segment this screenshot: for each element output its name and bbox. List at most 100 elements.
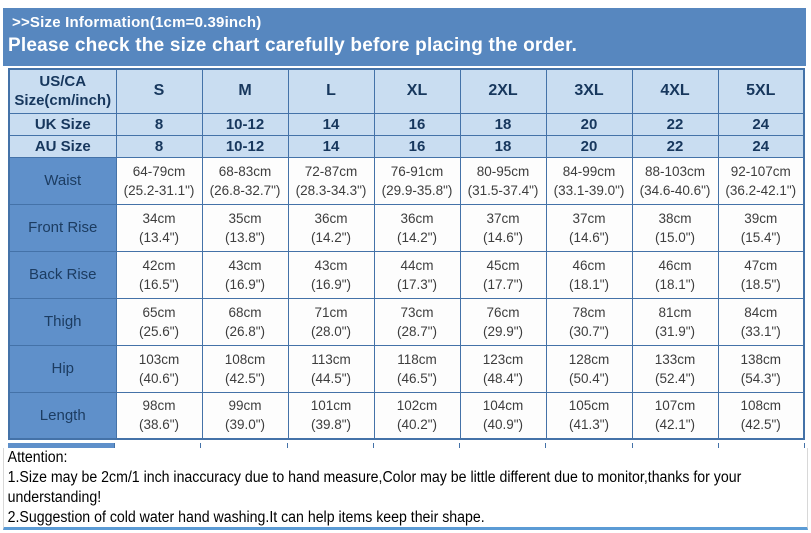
measure-cm: 104cm bbox=[482, 398, 524, 414]
measure-value-cell: 44cm (17.3") bbox=[373, 250, 461, 299]
measure-value-cell: 43cm (16.9") bbox=[287, 250, 375, 299]
measure-inch: (28.0") bbox=[310, 323, 352, 339]
size-value-cell: 8 bbox=[115, 134, 203, 158]
measure-value-cell: 73cm (28.7") bbox=[373, 297, 461, 346]
corner-line1: US/CA bbox=[39, 73, 87, 91]
measure-cm: 44cm bbox=[400, 257, 434, 273]
corner-line2: Size(cm/inch) bbox=[14, 92, 112, 110]
size-value-cell: 16 bbox=[373, 112, 461, 136]
measure-inch: (14.6") bbox=[568, 229, 610, 245]
au-size-row: AU Size 8 10-12 14 16 18 20 22 24 bbox=[8, 134, 805, 158]
size-header-l: L bbox=[287, 68, 375, 114]
measure-inch: (33.1") bbox=[740, 323, 781, 339]
measure-inch: (14.2") bbox=[396, 229, 438, 245]
measure-value-cell: 43cm (16.9") bbox=[201, 250, 289, 299]
row-label: AU Size bbox=[8, 134, 117, 158]
row-label: Length bbox=[8, 391, 117, 440]
measure-value-cell: 72-87cm (28.3-34.3") bbox=[287, 156, 375, 205]
measure-cm: 65cm bbox=[142, 304, 176, 320]
measure-cm: 42cm bbox=[142, 257, 176, 273]
measure-value-cell: 39cm (15.4") bbox=[717, 203, 805, 252]
measure-inch: (16.9") bbox=[310, 276, 352, 292]
size-chart-table: US/CA Size(cm/inch) S M L XL 2XL 3XL 4XL 5XL UK… bbox=[8, 68, 805, 440]
measure-cm: 34cm bbox=[142, 210, 176, 226]
measure-cm: 76cm bbox=[486, 304, 520, 320]
measure-inch: (42.5") bbox=[740, 417, 781, 433]
banner-subtitle: Please check the size chart carefully be… bbox=[8, 35, 578, 56]
measure-value-cell: 84cm (33.1") bbox=[717, 297, 805, 346]
measure-inch: (44.5") bbox=[310, 370, 352, 386]
measure-inch: (52.4") bbox=[654, 370, 696, 386]
banner-title: >>Size Information(1cm=0.39inch) bbox=[12, 14, 262, 31]
measure-inch: (28.3-34.3") bbox=[295, 182, 367, 198]
row-label: Back Rise bbox=[8, 250, 117, 299]
size-value-cell: 8 bbox=[115, 112, 203, 136]
measure-value-cell: 80-95cm (31.5-37.4") bbox=[459, 156, 547, 205]
size-header-2xl: 2XL bbox=[459, 68, 547, 114]
measure-inch: (18.1") bbox=[654, 276, 696, 292]
size-header-4xl: 4XL bbox=[631, 68, 719, 114]
measure-inch: (40.6") bbox=[138, 370, 180, 386]
measure-inch: (26.8") bbox=[224, 323, 266, 339]
measure-inch: (38.6") bbox=[138, 417, 180, 433]
measure-inch: (40.9") bbox=[482, 417, 524, 433]
measure-value-cell: 46cm (18.1") bbox=[545, 250, 633, 299]
row-hip: Hip 103cm (40.6") 108cm (42.5") 113cm (44.5") 1… bbox=[8, 344, 805, 393]
measure-value-cell: 71cm (28.0") bbox=[287, 297, 375, 346]
measure-inch: (39.8") bbox=[310, 417, 352, 433]
measure-cm: 84-99cm bbox=[562, 163, 616, 179]
measure-cm: 128cm bbox=[568, 351, 610, 367]
measure-cm: 138cm bbox=[740, 351, 782, 367]
size-value-cell: 10-12 bbox=[201, 112, 289, 136]
measure-inch: (13.8") bbox=[224, 229, 266, 245]
measure-cm: 105cm bbox=[568, 398, 610, 414]
measure-cm: 68-83cm bbox=[218, 163, 272, 179]
measure-inch: (30.7") bbox=[568, 323, 610, 339]
measure-inch: (18.1") bbox=[568, 276, 610, 292]
row-waist: Waist 64-79cm (25.2-31.1") 68-83cm (26.8-32.… bbox=[8, 156, 805, 205]
measure-cm: 113cm bbox=[311, 351, 351, 367]
measure-cm: 101cm bbox=[310, 398, 352, 414]
size-value-cell: 22 bbox=[631, 112, 719, 136]
measure-value-cell: 123cm (48.4") bbox=[459, 344, 547, 393]
measure-inch: (34.6-40.6") bbox=[639, 182, 711, 198]
measure-cm: 35cm bbox=[228, 210, 262, 226]
measure-value-cell: 101cm (39.8") bbox=[287, 391, 375, 440]
banner: >>Size Information(1cm=0.39inch) Please … bbox=[3, 8, 806, 66]
measure-inch: (40.2") bbox=[396, 417, 438, 433]
measure-cm: 46cm bbox=[658, 257, 692, 273]
measure-cm: 103cm bbox=[138, 351, 180, 367]
size-header-xl: XL bbox=[373, 68, 461, 114]
row-length: Length 98cm (38.6") 99cm (39.0") 101cm (39.8")… bbox=[8, 391, 805, 440]
measure-inch: (13.4") bbox=[138, 229, 180, 245]
row-label: UK Size bbox=[8, 112, 117, 136]
size-value-cell: 24 bbox=[717, 112, 805, 136]
row-front-rise: Front Rise 34cm (13.4") 35cm (13.8") 36cm (14.… bbox=[8, 203, 805, 252]
measure-cm: 43cm bbox=[228, 257, 262, 273]
measure-cm: 46cm bbox=[572, 257, 606, 273]
measure-cm: 37cm bbox=[572, 210, 606, 226]
size-value-cell: 14 bbox=[287, 134, 375, 158]
measure-value-cell: 35cm (13.8") bbox=[201, 203, 289, 252]
measure-inch: (42.1") bbox=[654, 417, 696, 433]
measure-inch: (15.0") bbox=[654, 229, 696, 245]
measure-value-cell: 84-99cm (33.1-39.0") bbox=[545, 156, 633, 205]
measure-value-cell: 92-107cm (36.2-42.1") bbox=[717, 156, 805, 205]
measure-cm: 68cm bbox=[228, 304, 262, 320]
row-label: Thigh bbox=[8, 297, 117, 346]
table-header-row: US/CA Size(cm/inch) S M L XL 2XL 3XL 4XL 5XL bbox=[8, 68, 805, 114]
measure-cm: 99cm bbox=[228, 398, 262, 414]
note-line-1: 1.Size may be 2cm/1 inch inaccuracy due … bbox=[7, 469, 742, 506]
size-header-5xl: 5XL bbox=[717, 68, 805, 114]
measure-inch: (14.6") bbox=[482, 229, 524, 245]
measure-inch: (26.8-32.7") bbox=[209, 182, 281, 198]
measure-cm: 76-91cm bbox=[390, 163, 444, 179]
measure-value-cell: 102cm (40.2") bbox=[373, 391, 461, 440]
grid-strip-label-cell bbox=[8, 443, 115, 448]
size-header-s: S bbox=[115, 68, 203, 114]
measure-value-cell: 104cm (40.9") bbox=[459, 391, 547, 440]
uk-size-row: UK Size 8 10-12 14 16 18 20 22 24 bbox=[8, 112, 805, 136]
measure-inch: (25.2-31.1") bbox=[123, 182, 195, 198]
measure-cm: 64-79cm bbox=[132, 163, 186, 179]
measure-inch: (42.5") bbox=[224, 370, 266, 386]
